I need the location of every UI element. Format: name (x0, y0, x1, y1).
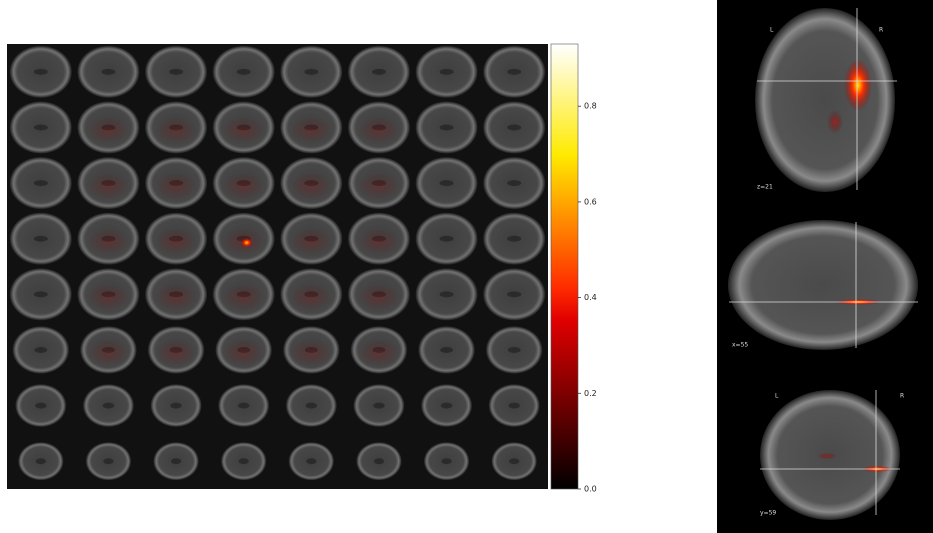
ventricle (373, 402, 385, 409)
ventricle (33, 124, 48, 131)
coordinate-label: y=59 (760, 510, 776, 517)
ventricle (33, 180, 48, 187)
ventricle (35, 402, 47, 409)
activation (817, 453, 837, 459)
ventricle (507, 291, 522, 298)
activation (289, 227, 334, 256)
coordinate-label: x=55 (732, 342, 748, 349)
activation (221, 283, 266, 312)
ventricle (101, 68, 116, 75)
activation (86, 227, 131, 256)
activation (86, 116, 131, 145)
activation (289, 283, 334, 312)
ventricle (237, 402, 250, 409)
coordinate-label: z=21 (757, 184, 773, 191)
ventricle (508, 402, 520, 409)
ventricle (507, 180, 522, 187)
activation (240, 237, 253, 248)
activation (221, 116, 266, 145)
activation (356, 172, 401, 201)
ventricle (170, 458, 182, 465)
activation (86, 338, 131, 367)
ventricle (305, 402, 318, 409)
tick-label: 0.0 (584, 485, 597, 494)
activation (154, 227, 199, 256)
activation (154, 338, 199, 367)
colorbar (550, 43, 579, 490)
ventricle (236, 68, 251, 75)
ventricle (507, 124, 522, 131)
activation (154, 116, 199, 145)
ventricle (238, 458, 249, 465)
ventricle (371, 68, 386, 75)
tick-label: 0.8 (584, 102, 597, 111)
orientation-label: L (775, 393, 779, 400)
orientation-label: R (900, 393, 904, 400)
activation (356, 116, 401, 145)
ventricle (102, 402, 115, 409)
ventricle (439, 68, 454, 75)
activation (221, 338, 266, 367)
activation (289, 172, 334, 201)
ventricle (169, 68, 184, 75)
ventricle (35, 458, 46, 465)
ventricle (507, 68, 522, 75)
ventricle (440, 402, 453, 409)
orientation-label: R (879, 27, 883, 34)
ventricle (509, 458, 520, 465)
activation (86, 283, 131, 312)
axial-slice (755, 8, 895, 192)
ventricle (507, 235, 522, 242)
activation (356, 338, 401, 367)
ventricle (441, 458, 452, 465)
orientation-label: L (770, 27, 774, 34)
ventricle (170, 402, 182, 409)
ventricle (34, 346, 48, 353)
ventricle (33, 235, 48, 242)
ventricle (373, 458, 385, 465)
ventricle (439, 180, 454, 187)
colorbar-ticks: 0.0 0.2 0.4 0.6 0.8 (578, 102, 597, 494)
activation (827, 110, 843, 134)
sagittal-slice (728, 220, 918, 350)
ventricle (439, 291, 454, 298)
activation (356, 227, 401, 256)
ventricle (439, 235, 454, 242)
activation (356, 283, 401, 312)
activation (86, 172, 131, 201)
ventricle (507, 346, 521, 353)
ventricle (440, 346, 453, 353)
ventricle (33, 68, 48, 75)
activation (844, 59, 872, 111)
ventricle (304, 68, 319, 75)
ventricle (306, 458, 317, 465)
ventricle (103, 458, 114, 465)
tick-label: 0.2 (584, 389, 597, 398)
activation (289, 116, 334, 145)
ventricle (439, 124, 454, 131)
activation (221, 172, 266, 201)
tick-label: 0.4 (584, 293, 597, 302)
ventricle (33, 291, 48, 298)
activation (289, 338, 334, 367)
activation (154, 283, 199, 312)
mosaic (9, 45, 546, 481)
tick-label: 0.6 (584, 197, 597, 206)
activation (154, 172, 199, 201)
